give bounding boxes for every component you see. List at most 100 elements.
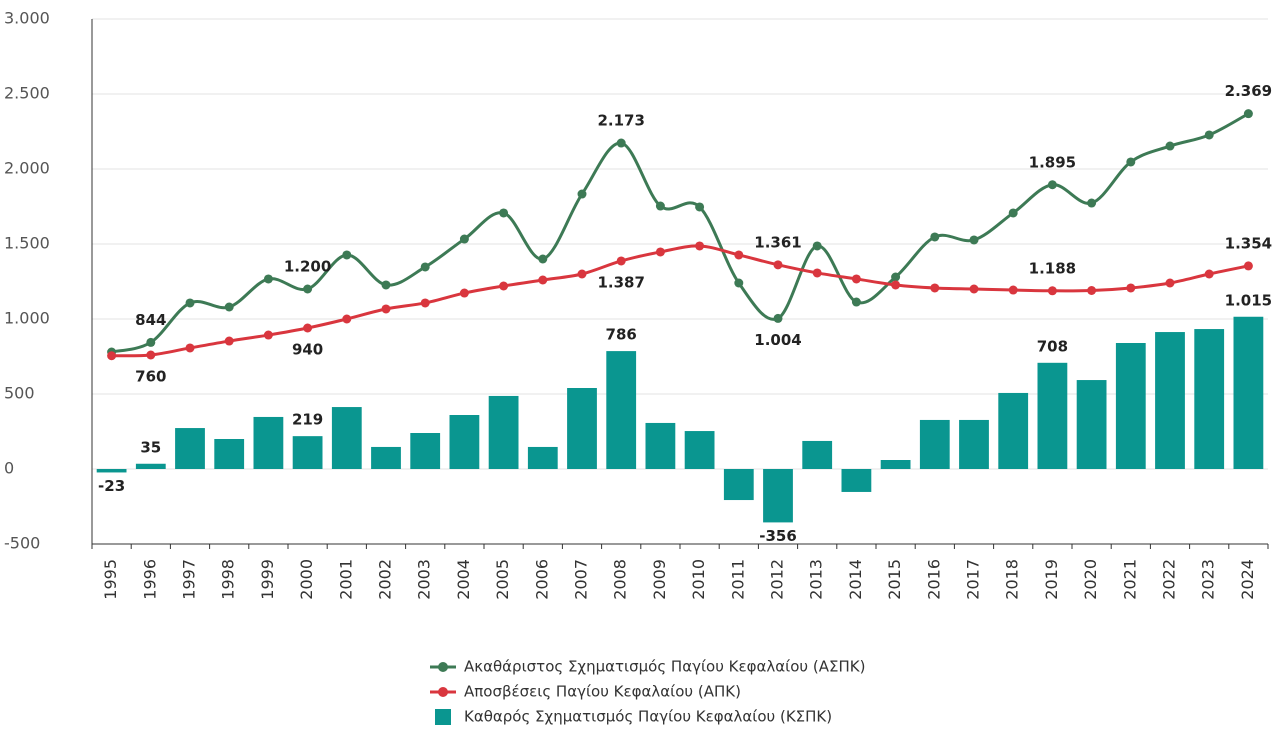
x-tick-label: 2008 <box>611 559 630 600</box>
bar <box>684 431 715 469</box>
bar <box>1194 329 1225 469</box>
x-tick-label: 1997 <box>180 559 199 600</box>
x-tick-label: 2016 <box>924 559 943 600</box>
point <box>1165 278 1175 288</box>
point <box>773 313 783 323</box>
point <box>930 232 940 242</box>
y-tick-label: 2.000 <box>4 159 50 178</box>
point <box>538 254 548 264</box>
point <box>1047 180 1057 190</box>
point <box>1204 130 1214 140</box>
point <box>185 343 195 353</box>
x-tick-label: 2011 <box>728 559 747 600</box>
data-label: 1.004 <box>754 331 801 349</box>
x-tick-label: 2004 <box>454 559 473 600</box>
bar <box>1155 332 1185 469</box>
bar <box>410 433 441 469</box>
bar <box>919 419 950 469</box>
point <box>1087 198 1097 208</box>
data-label: 1.015 <box>1225 291 1272 309</box>
bar <box>841 469 872 492</box>
y-tick-label: 0 <box>4 459 14 478</box>
data-label: -23 <box>98 477 125 495</box>
x-tick-label: 2023 <box>1199 559 1218 600</box>
bar <box>880 460 911 469</box>
bar <box>527 446 558 469</box>
bar <box>763 469 793 523</box>
y-tick-label: 1.500 <box>4 234 50 253</box>
point <box>734 250 744 260</box>
legend-marker <box>435 709 451 725</box>
point <box>1243 109 1253 119</box>
point <box>1243 261 1253 271</box>
bar <box>175 428 205 469</box>
x-tick-label: 2010 <box>689 559 708 600</box>
bar <box>253 416 284 469</box>
point <box>459 288 469 298</box>
point <box>420 262 430 272</box>
point <box>616 138 626 148</box>
data-label: 1.361 <box>754 233 801 251</box>
point <box>107 351 117 361</box>
x-tick-label: 2024 <box>1238 559 1257 600</box>
data-label: 1.895 <box>1029 153 1076 171</box>
point <box>891 280 901 290</box>
point <box>499 281 509 291</box>
x-tick-label: 1996 <box>140 559 159 600</box>
point <box>812 268 822 278</box>
data-label: 844 <box>135 311 166 329</box>
bar <box>1076 380 1107 469</box>
bar <box>606 351 637 469</box>
point <box>224 336 234 346</box>
point <box>499 208 509 218</box>
point <box>185 298 195 308</box>
x-tick-label: 2003 <box>415 559 434 600</box>
x-tick-label: 2020 <box>1081 559 1100 600</box>
x-tick-label: 2009 <box>650 559 669 600</box>
legend-marker <box>438 687 448 697</box>
legend-label: Αποσβέσεις Παγίου Κεφαλαίου (ΑΠΚ) <box>464 683 741 701</box>
x-tick-label: 2002 <box>376 559 395 600</box>
bar <box>959 419 989 469</box>
point <box>969 235 979 245</box>
point <box>342 314 352 324</box>
x-tick-label: 2019 <box>1042 559 1061 600</box>
point <box>655 247 665 257</box>
y-tick-label: 500 <box>4 384 35 403</box>
legend-marker <box>438 662 448 672</box>
point <box>146 337 156 347</box>
data-label: 35 <box>140 438 161 456</box>
x-tick-label: 1999 <box>258 559 277 600</box>
bar <box>371 446 401 469</box>
x-tick-label: 2021 <box>1120 559 1139 600</box>
point <box>734 278 744 288</box>
point <box>381 280 391 290</box>
bar <box>292 436 323 469</box>
x-tick-label: 1998 <box>219 559 238 600</box>
data-label: 1.200 <box>284 258 331 276</box>
data-label: 219 <box>292 411 323 429</box>
y-tick-label: -500 <box>4 534 40 553</box>
point <box>616 256 626 266</box>
point <box>420 298 430 308</box>
bar <box>645 422 676 469</box>
point <box>263 330 273 340</box>
x-tick-label: 2005 <box>493 559 512 600</box>
point <box>303 284 313 294</box>
point <box>695 241 705 251</box>
point <box>1126 283 1136 293</box>
x-tick-label: 2001 <box>336 559 355 600</box>
legend-label: Καθαρός Σχηματισμός Παγίου Κεφαλαίου (ΚΣ… <box>464 708 832 726</box>
point <box>577 189 587 199</box>
data-label: 940 <box>292 341 323 359</box>
point <box>381 304 391 314</box>
point <box>459 234 469 244</box>
bar <box>331 407 362 469</box>
bar <box>567 388 597 469</box>
bar <box>998 392 1029 469</box>
point <box>930 283 940 293</box>
bar <box>449 415 480 469</box>
point <box>1126 157 1136 167</box>
point <box>577 269 587 279</box>
point <box>891 272 901 282</box>
